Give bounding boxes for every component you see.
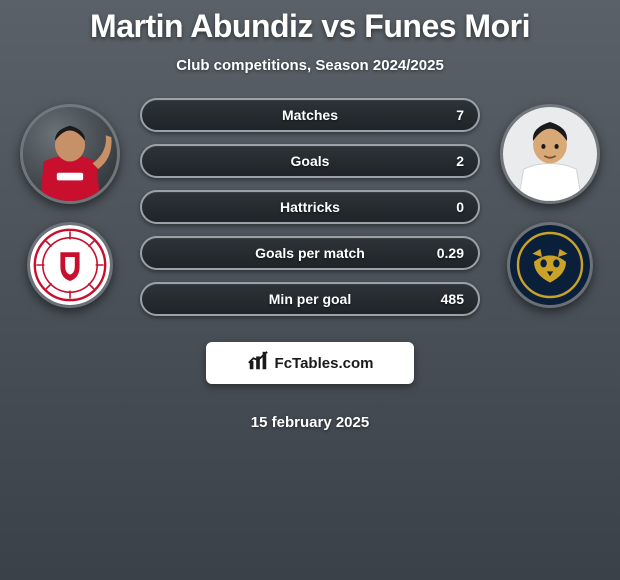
stat-label: Min per goal — [269, 291, 351, 307]
left-column — [18, 98, 122, 308]
stat-value-right: 0.29 — [437, 245, 464, 261]
stats-list: Matches 7 Goals 2 Hattricks 0 Goals per … — [122, 98, 498, 431]
stat-row-min-per-goal: Min per goal 485 — [140, 282, 480, 316]
right-column — [498, 98, 602, 308]
page-title: Martin Abundiz vs Funes Mori — [0, 8, 620, 45]
player2-name: Funes Mori — [364, 8, 530, 44]
stat-label: Matches — [282, 107, 338, 123]
stat-label: Goals per match — [255, 245, 365, 261]
brand-text: FcTables.com — [275, 355, 374, 372]
martin-abundiz-avatar — [20, 104, 120, 204]
brand-card[interactable]: FcTables.com — [206, 342, 414, 384]
stat-value-right: 0 — [456, 199, 464, 215]
chart-icon — [247, 350, 269, 377]
stat-row-goals: Goals 2 — [140, 144, 480, 178]
toluca-crest — [27, 222, 113, 308]
stat-value-right: 7 — [456, 107, 464, 123]
comparison-date: 15 february 2025 — [251, 414, 369, 431]
player1-name: Martin Abundiz — [90, 8, 313, 44]
subtitle: Club competitions, Season 2024/2025 — [0, 57, 620, 74]
stat-row-goals-per-match: Goals per match 0.29 — [140, 236, 480, 270]
pumas-crest — [507, 222, 593, 308]
stat-row-hattricks: Hattricks 0 — [140, 190, 480, 224]
funes-mori-avatar — [500, 104, 600, 204]
stat-label: Goals — [291, 153, 330, 169]
stat-value-right: 485 — [441, 291, 464, 307]
stat-row-matches: Matches 7 — [140, 98, 480, 132]
vs-label: vs — [321, 8, 356, 44]
stat-value-right: 2 — [456, 153, 464, 169]
stat-label: Hattricks — [280, 199, 340, 215]
